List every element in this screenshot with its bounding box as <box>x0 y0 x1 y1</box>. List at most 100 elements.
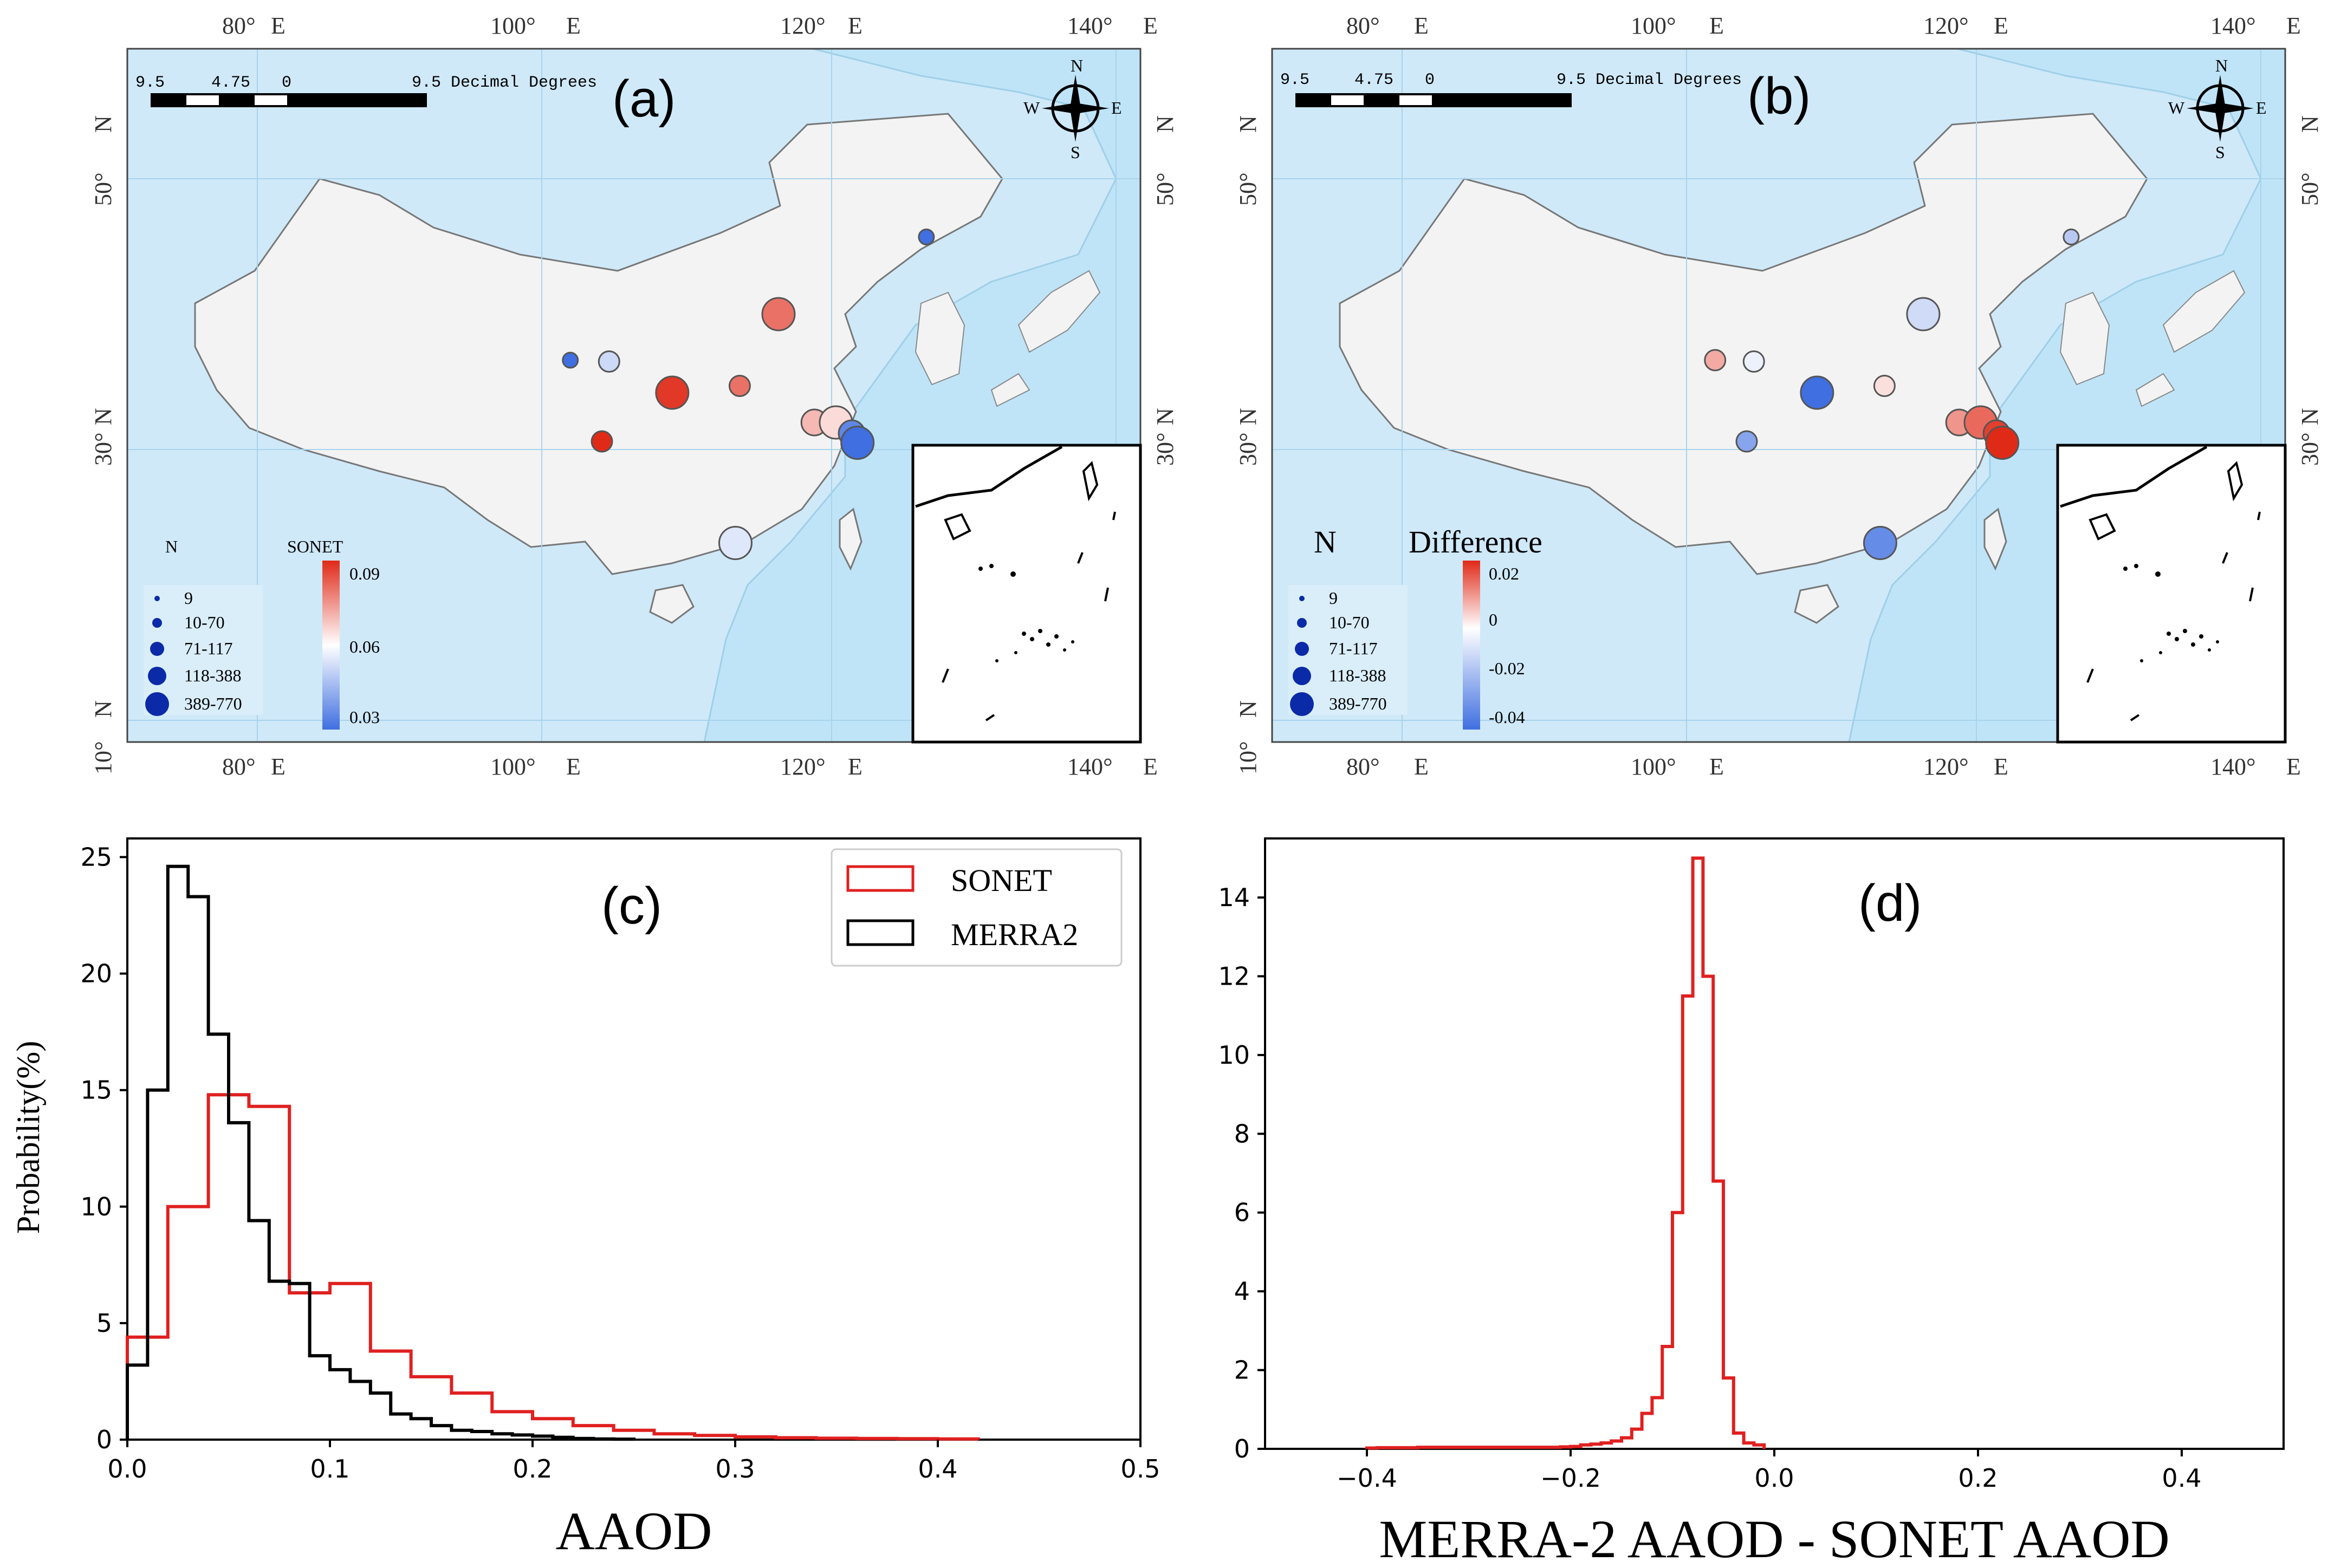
x-tick-label: 0.3 <box>715 1454 755 1484</box>
svg-text:120°: 120° <box>780 753 826 780</box>
scale-bar: 9.5 4.75 0 9.5 Decimal Degrees <box>135 74 597 107</box>
x-axis-label: MERRA-2 AAOD - SONET AAOD <box>1379 1509 2169 1568</box>
svg-text:118-388: 118-388 <box>1329 666 1386 685</box>
scale-label-left: 9.5 <box>1280 71 1309 89</box>
panel-label-d: (d) <box>1858 874 1922 932</box>
size-legend-title: N <box>165 537 178 556</box>
svg-text:9: 9 <box>184 588 193 608</box>
site-marker <box>591 430 613 453</box>
legend-label-sonet: SONET <box>951 863 1052 898</box>
svg-text:E: E <box>566 12 581 39</box>
size-legend: N 9 10-70 71-117 118-388 389-770 <box>144 537 263 716</box>
x-tick-label: 0.2 <box>513 1454 552 1484</box>
svg-text:10°: 10° <box>90 741 116 775</box>
svg-text:E: E <box>1709 12 1724 39</box>
svg-text:118-388: 118-388 <box>184 666 241 685</box>
svg-text:100°: 100° <box>1631 753 1676 780</box>
svg-text:E: E <box>271 753 286 780</box>
legend: SONET MERRA2 <box>831 848 1123 967</box>
map-panel-b: 9.5 4.75 0 9.5 Decimal Degrees (b) N E S… <box>1235 12 2323 780</box>
svg-text:N: N <box>2215 56 2228 75</box>
south-china-sea-inset <box>2056 444 2287 744</box>
series-sonet-histogram <box>126 1093 980 1441</box>
svg-text:10-70: 10-70 <box>1329 613 1370 632</box>
svg-text:-0.04: -0.04 <box>1489 707 1525 727</box>
site-marker <box>1735 430 1758 453</box>
korea-peninsula <box>2059 291 2110 386</box>
svg-text:140°: 140° <box>1067 753 1113 780</box>
svg-text:50°: 50° <box>1152 172 1178 206</box>
svg-text:80°: 80° <box>1346 753 1380 780</box>
site-marker <box>718 526 753 560</box>
x-tick-label: 0.5 <box>1120 1454 1160 1484</box>
panel-label-b: (b) <box>1747 67 1811 125</box>
svg-text:71-117: 71-117 <box>184 639 232 658</box>
svg-text:50°: 50° <box>1235 172 1261 206</box>
y-tick-label: 12 <box>1218 961 1250 991</box>
histogram-steps <box>1365 856 1766 1450</box>
svg-text:80°: 80° <box>222 753 256 780</box>
panel-label-a: (a) <box>612 70 676 128</box>
map-frame <box>126 48 1142 743</box>
svg-text:50°: 50° <box>90 172 116 206</box>
x-axis-label: AAOD <box>556 1501 712 1561</box>
north-arrow-icon: N E S W <box>2168 56 2267 162</box>
svg-text:E: E <box>1143 12 1158 39</box>
site-markers <box>1704 229 2080 560</box>
svg-text:9: 9 <box>1329 588 1338 608</box>
site-marker <box>1704 349 1727 372</box>
svg-text:140°: 140° <box>1067 12 1113 39</box>
size-legend-title: N <box>1314 524 1337 559</box>
china-landmass <box>1339 113 2148 575</box>
japan-islands <box>990 270 1101 407</box>
y-axis-ticks: 0 5 10 15 20 25 <box>80 842 127 1454</box>
scale-label-unit: 9.5 Decimal Degrees <box>1557 71 1742 89</box>
x-tick-label: 0.4 <box>918 1454 957 1484</box>
svg-text:E: E <box>2286 12 2301 39</box>
svg-text:389-770: 389-770 <box>184 694 242 713</box>
y-tick-label: 14 <box>1218 883 1250 912</box>
svg-text:71-117: 71-117 <box>1329 639 1377 658</box>
y-tick-label: 10 <box>80 1192 112 1221</box>
y-axis-ticks: 0 2 4 6 8 10 12 14 <box>1218 883 1265 1463</box>
svg-text:Difference: Difference <box>1409 524 1542 559</box>
x-tick-label: −0.2 <box>1540 1463 1601 1493</box>
scale-label-unit: 9.5 Decimal Degrees <box>412 74 597 92</box>
svg-text:N: N <box>2297 408 2323 425</box>
svg-text:S: S <box>2215 142 2225 162</box>
site-marker <box>1742 350 1765 373</box>
svg-text:N: N <box>2297 115 2323 133</box>
svg-text:30°: 30° <box>90 432 116 466</box>
svg-text:E: E <box>1414 753 1429 780</box>
site-marker <box>761 297 796 331</box>
size-legend: N 9 10-70 71-117 118-388 389-770 <box>1288 524 1408 716</box>
korea-peninsula <box>915 291 965 386</box>
y-tick-label: 4 <box>1234 1277 1250 1306</box>
svg-text:120°: 120° <box>1923 753 1969 780</box>
y-tick-label: 8 <box>1234 1119 1250 1148</box>
svg-text:-0.02: -0.02 <box>1489 659 1525 678</box>
series-merra2-histogram <box>126 864 636 1441</box>
legend-label-merra2: MERRA2 <box>951 917 1078 952</box>
site-marker <box>918 229 935 245</box>
svg-text:N: N <box>1235 115 1261 133</box>
y-tick-label: 6 <box>1234 1198 1250 1227</box>
svg-text:E: E <box>2286 753 2301 780</box>
svg-text:E: E <box>848 12 863 39</box>
svg-text:E: E <box>1143 753 1158 780</box>
site-marker <box>1873 375 1896 397</box>
svg-text:SONET: SONET <box>287 537 343 556</box>
x-tick-label: 0.0 <box>1754 1463 1794 1493</box>
hainan-island <box>1794 584 1839 624</box>
svg-text:N: N <box>90 408 116 425</box>
y-tick-label: 25 <box>80 842 112 871</box>
svg-text:80°: 80° <box>1346 12 1380 39</box>
histogram-steps <box>126 864 980 1441</box>
scale-label-mid: 4.75 <box>211 74 250 92</box>
colorbar: Difference 0.02 0 -0.02 -0.04 <box>1409 524 1542 730</box>
svg-text:140°: 140° <box>2210 753 2256 780</box>
svg-text:N: N <box>1152 408 1178 425</box>
svg-text:120°: 120° <box>1923 12 1969 39</box>
svg-text:389-770: 389-770 <box>1329 694 1387 713</box>
histogram-panel-c: 0.0 0.1 0.2 0.3 0.4 0.5 0 5 10 15 20 25 AAOD Proba… <box>10 837 1160 1561</box>
